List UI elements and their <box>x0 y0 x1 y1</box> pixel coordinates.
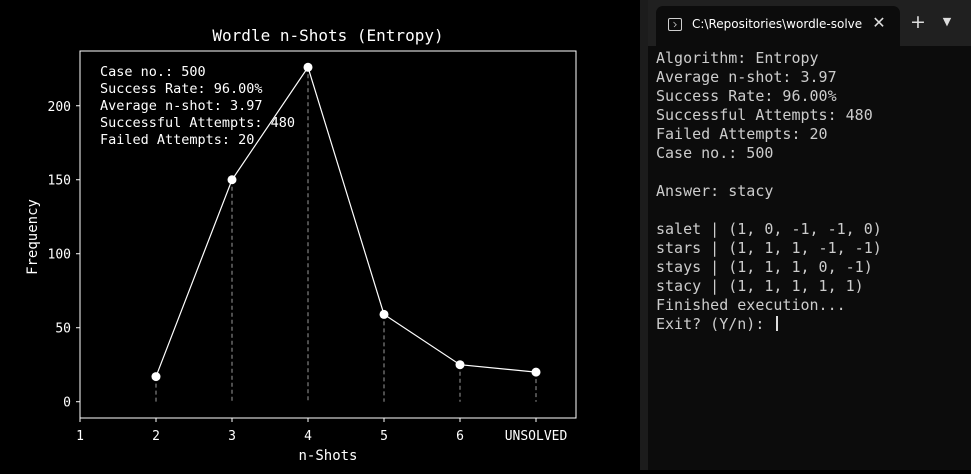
terminal-line <box>656 163 968 182</box>
terminal-line: Successful Attempts: 480 <box>656 106 873 124</box>
terminal-window: C:\Repositories\wordle-solver ✕ + ▼ Algo… <box>648 0 971 470</box>
terminal-line: Finished execution... <box>656 296 846 314</box>
chart: Wordle n-Shots (Entropy) 0 50 100 150 200 1 2… <box>25 26 577 464</box>
data-point <box>151 372 161 382</box>
x-tick-label: 5 <box>380 429 388 444</box>
close-tab-button[interactable]: ✕ <box>868 12 890 34</box>
annotation-line: Failed Attempts: 20 <box>100 132 254 148</box>
x-tick-label: 6 <box>456 429 464 444</box>
annotation-line: Average n-shot: 3.97 <box>100 98 263 114</box>
terminal-tab[interactable]: C:\Repositories\wordle-solver ✕ <box>656 6 900 46</box>
annotation-line: Case no.: 500 <box>100 64 206 80</box>
plot-window: Wordle n-Shots (Entropy) 0 50 100 150 200 1 2… <box>25 26 577 464</box>
terminal-icon <box>668 18 682 31</box>
y-tick-label: 150 <box>48 174 71 189</box>
chevron-down-icon: ▼ <box>942 15 952 28</box>
tab-title: C:\Repositories\wordle-solver <box>692 17 862 31</box>
data-points <box>151 62 541 382</box>
plot-frame <box>79 50 577 419</box>
x-tick-label: 4 <box>304 429 312 444</box>
window-divider <box>640 0 648 470</box>
annotation-line: Successful Attempts: 480 <box>100 115 295 131</box>
data-point <box>455 360 465 370</box>
text-cursor <box>776 316 778 331</box>
tab-bar: C:\Repositories\wordle-solver ✕ + ▼ <box>648 0 971 46</box>
terminal-line: stays | (1, 1, 1, 0, -1) <box>656 258 873 276</box>
close-icon: ✕ <box>872 13 886 32</box>
y-axis-label: Frequency <box>25 199 41 275</box>
tab-dropdown-button[interactable]: ▼ <box>938 12 956 32</box>
terminal-line: salet | (1, 0, -1, -1, 0) <box>656 220 882 238</box>
x-tick-label: 1 <box>76 429 84 444</box>
data-point <box>303 62 313 72</box>
terminal-line: Success Rate: 96.00% <box>656 87 837 105</box>
x-axis: 1 2 3 4 5 6 UNSOLVED <box>76 418 567 444</box>
terminal-line: Case no.: 500 <box>656 144 774 162</box>
y-tick-label: 100 <box>48 248 71 263</box>
terminal-line: Algorithm: Entropy <box>656 49 819 67</box>
terminal-line: Failed Attempts: 20 <box>656 125 828 143</box>
data-point <box>531 367 541 377</box>
y-axis: 0 50 100 150 200 <box>48 100 80 411</box>
y-tick-label: 50 <box>55 322 71 337</box>
prompt-line: Exit? (Y/n): <box>656 315 968 334</box>
new-tab-button[interactable]: + <box>908 12 928 32</box>
y-tick-label: 200 <box>48 100 71 115</box>
terminal-output[interactable]: Algorithm: Entropy Average n-shot: 3.97 Su… <box>656 49 968 334</box>
x-tick-label: 2 <box>152 429 160 444</box>
x-tick-label: 3 <box>228 429 236 444</box>
data-point <box>379 309 389 319</box>
chart-title: Wordle n-Shots (Entropy) <box>212 26 443 45</box>
terminal-line: Average n-shot: 3.97 <box>656 68 837 86</box>
x-axis-label: n-Shots <box>298 448 357 464</box>
stats-annotation: Case no.: 500 Success Rate: 96.00% Average… <box>100 64 295 148</box>
marker-stems <box>155 67 537 402</box>
plus-icon: + <box>910 11 926 33</box>
annotation-line: Success Rate: 96.00% <box>100 81 263 97</box>
terminal-line <box>656 201 968 220</box>
x-tick-label: UNSOLVED <box>505 429 568 444</box>
data-point <box>227 175 237 185</box>
terminal-line: Answer: stacy <box>656 182 774 200</box>
y-tick-label: 0 <box>63 396 71 411</box>
terminal-line: stars | (1, 1, 1, -1, -1) <box>656 239 882 257</box>
series-line <box>155 65 537 377</box>
terminal-line: stacy | (1, 1, 1, 1, 1) <box>656 277 864 295</box>
